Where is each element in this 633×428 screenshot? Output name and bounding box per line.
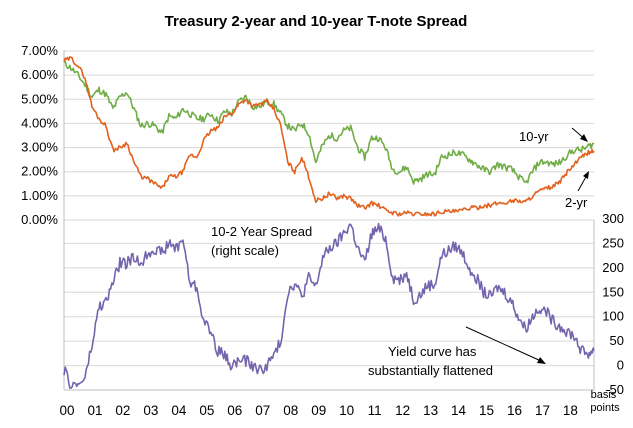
arrowhead-10yr-icon [580,134,588,142]
x-tick-label: 14 [451,403,467,418]
arrowhead-2yr-icon [583,171,589,179]
annotation-flattened: Yield curve has substantially flattened [368,344,493,378]
x-tick-label: 07 [255,403,270,418]
y-tick-label-right: 50 [610,333,624,348]
y-tick-label-right: 100 [602,309,624,324]
basis-points-label: basis points [590,389,620,414]
x-tick-label: 17 [535,403,550,418]
right-y-tick-labels: 300 250 200 150 100 50 0 -50 [602,211,624,397]
annotation-2yr: 2-yr [565,195,588,210]
x-tick-label: 02 [115,403,130,418]
x-tick-label: 12 [395,403,410,418]
x-tick-label: 11 [368,403,382,418]
y-tick-label-left: 3.00% [21,140,58,155]
y-tick-label-right: 150 [602,284,624,299]
y-tick-label-left: 6.00% [21,67,58,82]
x-tick-label: 08 [283,403,298,418]
y-tick-label-left: 5.00% [21,91,58,106]
x-tick-label: 18 [563,403,578,418]
y-tick-label-right: -50 [605,382,624,397]
x-tick-label: 03 [143,403,158,418]
bottom-panel-gridlines [64,242,594,367]
x-tick-label: 06 [227,403,242,418]
y-tick-label-left: 4.00% [21,115,58,130]
x-tick-label: 10 [339,403,354,418]
x-tick-label: 04 [171,403,187,418]
y-tick-label-right: 0 [617,358,624,373]
y-tick-label-right: 250 [602,235,624,250]
annotation-10yr: 10-yr [519,129,549,144]
y-tick-label-right: 300 [602,211,624,226]
left-y-tick-labels: 7.00% 6.00% 5.00% 4.00% 3.00% 2.00% 1.00% 0.00% [21,43,58,227]
line-2yr [63,56,595,217]
y-tick-label-left: 1.00% [21,188,58,203]
x-tick-label: 05 [199,403,214,418]
y-tick-label-left: 7.00% [21,43,58,58]
y-tick-label-left: 0.00% [21,212,58,227]
series-lines [63,56,595,389]
x-tick-label: 15 [479,403,494,418]
x-tick-label: 09 [311,403,326,418]
x-tick-label: 00 [59,403,74,418]
arrow-2yr [577,174,588,192]
y-tick-label-left: 2.00% [21,164,58,179]
x-tick-label: 16 [507,403,522,418]
annotation-spread: 10-2 Year Spread (right scale) [211,224,316,258]
line-spread [63,222,595,389]
y-tick-label-right: 200 [602,260,624,275]
x-tick-label: 01 [87,403,102,418]
line-10yr [63,60,595,185]
chart-title: Treasury 2-year and 10-year T-note Sprea… [165,13,468,30]
x-tick-label: 13 [423,403,438,418]
arrow-flattened [465,326,542,362]
x-tick-labels: 00 01 02 03 04 05 06 07 08 09 10 11 12 13 14 15 16 17 18 [59,403,577,418]
arrowhead-flattened-icon [537,357,546,364]
